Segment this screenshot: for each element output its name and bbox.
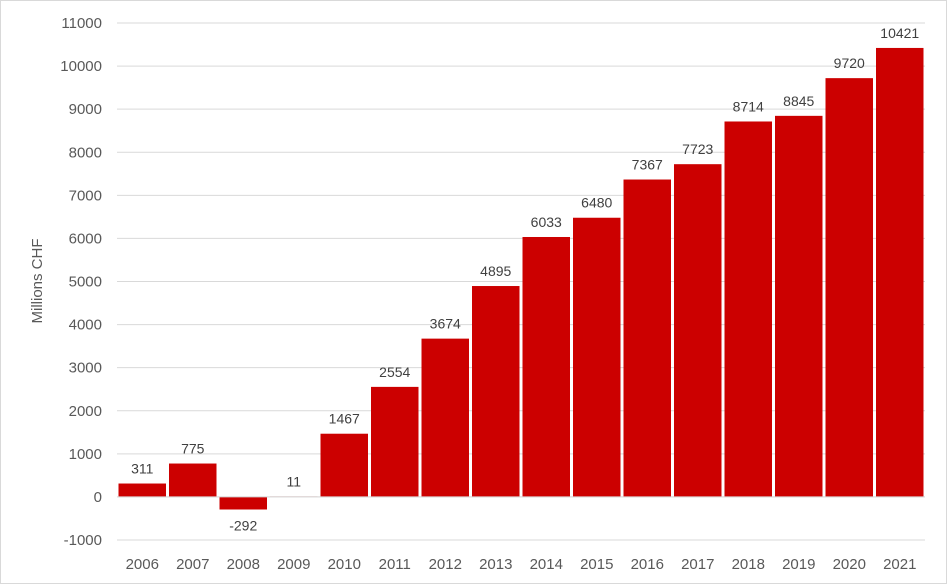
y-tick-label: 3000 (69, 360, 102, 377)
data-label: 10421 (880, 25, 919, 41)
x-tick-label: 2013 (479, 556, 512, 573)
bar-2012 (421, 338, 469, 497)
data-label: 11 (286, 473, 301, 489)
bar-2020 (825, 78, 873, 497)
x-tick-label: 2014 (530, 556, 563, 573)
x-tick-label: 2016 (631, 556, 664, 573)
x-tick-label: 2010 (328, 556, 361, 573)
data-label: 2554 (379, 364, 410, 380)
x-tick-label: 2019 (782, 556, 815, 573)
y-tick-label: 10000 (60, 58, 102, 75)
x-tick-label: 2017 (681, 556, 714, 573)
y-tick-label: 4000 (69, 317, 102, 334)
x-tick-label: 2011 (379, 556, 411, 573)
data-label: 8845 (783, 93, 814, 109)
x-tick-label: 2008 (227, 556, 260, 573)
bar-2018 (724, 121, 772, 497)
y-tick-label: 5000 (69, 274, 102, 291)
data-label: 1467 (329, 411, 360, 427)
y-tick-label: 2000 (69, 403, 102, 420)
bar-2015 (573, 217, 621, 497)
data-label: 6033 (531, 214, 562, 230)
data-label: 6480 (581, 195, 612, 211)
bar-2014 (522, 236, 570, 497)
bar-2007 (169, 463, 217, 497)
bar-2019 (775, 115, 823, 497)
data-label: 4895 (480, 263, 511, 279)
y-tick-label: 1000 (69, 446, 102, 463)
bar-2011 (371, 386, 419, 497)
data-label: 8714 (733, 98, 764, 114)
bar-2017 (674, 164, 722, 497)
data-labels: 311 775 -292 11 1467 2554 3674 4895 6033 6480 7367… (131, 25, 919, 534)
x-tick-label: 2012 (429, 556, 462, 573)
data-label: 7723 (682, 141, 713, 157)
x-tick-label: 2015 (580, 556, 613, 573)
y-axis-ticks: -1000 0 1000 2000 3000 4000 5000 6000 7000 8000 90… (60, 15, 102, 549)
data-label: 3674 (430, 316, 461, 332)
bar-2008 (219, 496, 267, 510)
y-tick-label: 0 (94, 489, 102, 506)
data-label: 775 (181, 441, 205, 457)
y-tick-label: 8000 (69, 144, 102, 161)
data-label: 311 (131, 461, 154, 477)
bars (118, 47, 924, 510)
x-tick-label: 2021 (883, 556, 916, 573)
data-label: 9720 (834, 55, 865, 71)
bar-2021 (876, 47, 924, 497)
x-tick-label: 2006 (126, 556, 159, 573)
x-tick-label: 2018 (732, 556, 765, 573)
bar-2010 (320, 433, 368, 497)
data-label: 7367 (632, 157, 663, 173)
y-axis-label: Millions CHF (29, 238, 46, 323)
x-tick-label: 2009 (277, 556, 310, 573)
x-axis-ticks: 2006 2007 2008 2009 2010 2011 2012 2013 2014 2015… (126, 556, 917, 573)
data-label: -292 (229, 517, 257, 533)
bar-2013 (472, 286, 520, 497)
y-tick-label: -1000 (64, 532, 102, 549)
y-tick-label: 9000 (69, 101, 102, 118)
x-tick-label: 2020 (833, 556, 866, 573)
bar-2006 (118, 483, 166, 497)
y-tick-label: 11000 (61, 15, 102, 32)
x-tick-label: 2007 (176, 556, 209, 573)
bar-2016 (623, 179, 671, 497)
y-tick-label: 7000 (69, 187, 102, 204)
y-tick-label: 6000 (69, 230, 102, 247)
